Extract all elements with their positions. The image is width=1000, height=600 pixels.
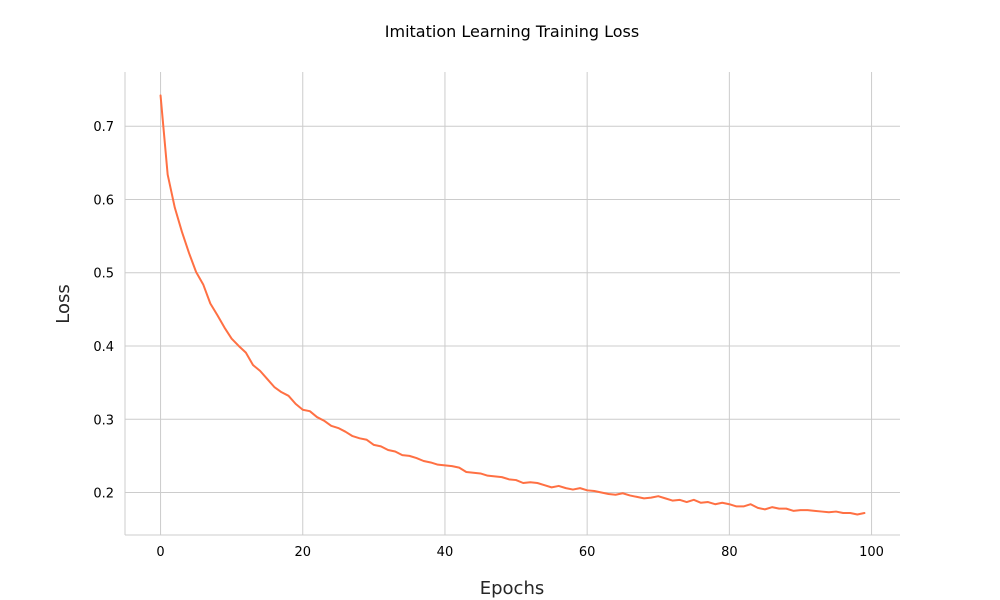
y-axis-label: Loss xyxy=(53,284,74,323)
x-tick-label-60: 60 xyxy=(579,545,596,560)
y-tick-label-0.7: 0.7 xyxy=(93,120,114,135)
x-tick-label-40: 40 xyxy=(437,545,454,560)
y-tick-label-0.5: 0.5 xyxy=(93,267,114,282)
x-tick-label-80: 80 xyxy=(721,545,738,560)
grid xyxy=(125,72,900,535)
y-tick-label-0.2: 0.2 xyxy=(93,487,114,502)
loss-line xyxy=(159,94,866,516)
y-tick-label-0.4: 0.4 xyxy=(93,340,114,355)
chart-title: Imitation Learning Training Loss xyxy=(385,22,639,41)
y-tick-label-0.3: 0.3 xyxy=(93,413,114,428)
tick-labels: 0 20 40 60 80 100 0.2 0.3 0.4 0.5 0.6 0.7 xyxy=(93,120,884,560)
x-tick-label-0: 0 xyxy=(156,545,164,560)
x-tick-label-100: 100 xyxy=(859,545,884,560)
axes xyxy=(124,72,900,536)
x-tick-label-20: 20 xyxy=(294,545,311,560)
y-tick-label-0.6: 0.6 xyxy=(93,193,114,208)
series-layer xyxy=(159,94,866,516)
x-axis-label: Epochs xyxy=(480,578,545,599)
